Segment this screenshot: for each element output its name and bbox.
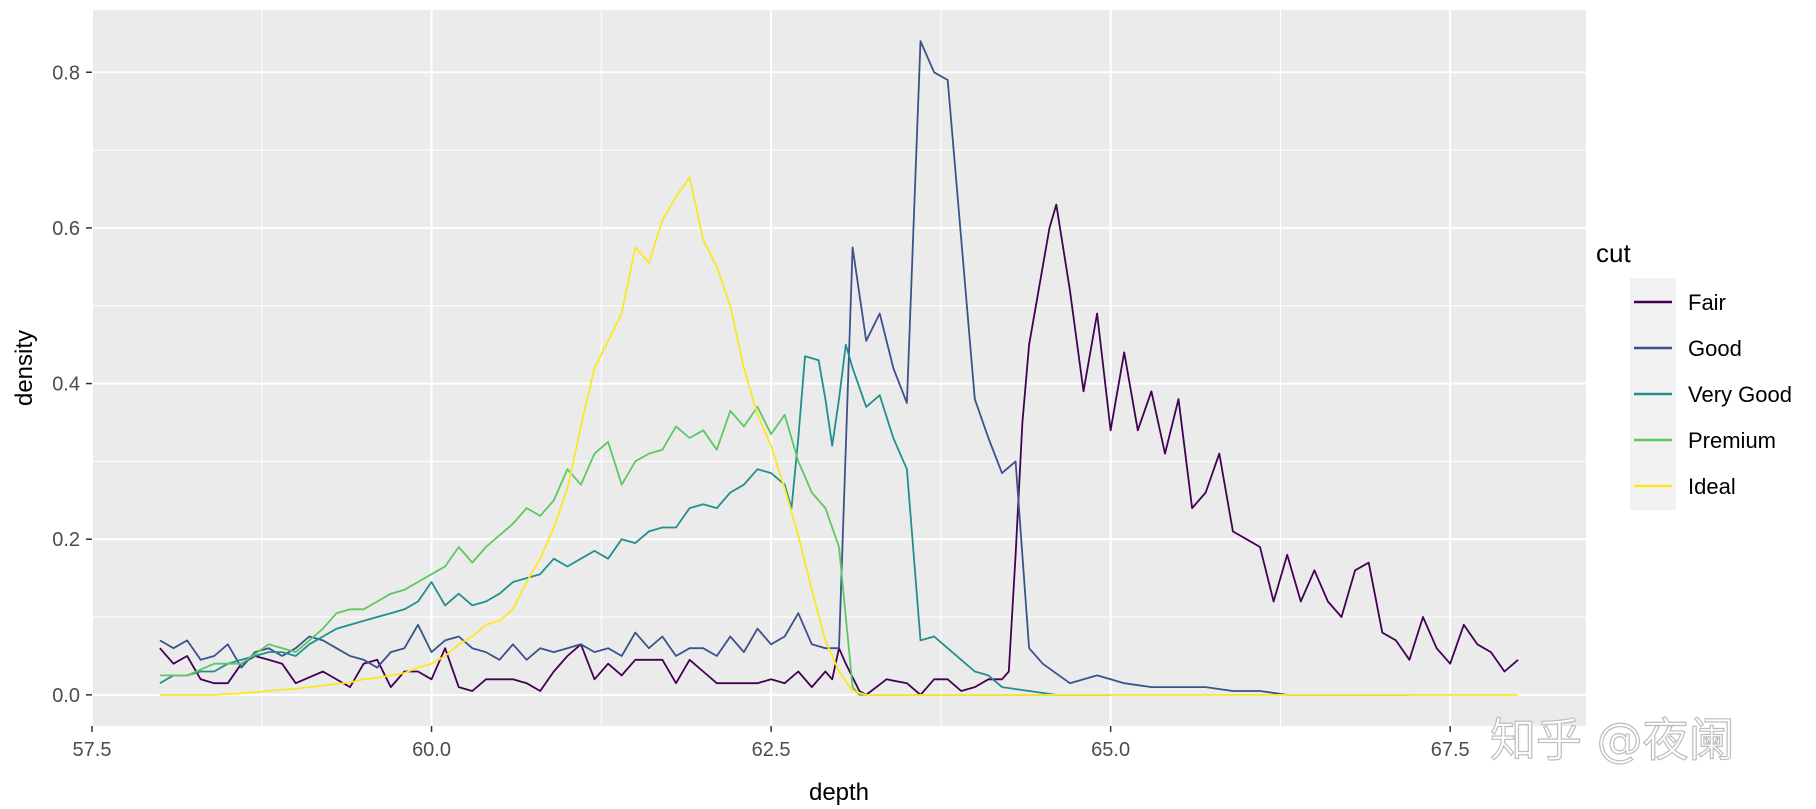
minor-gridlines bbox=[92, 10, 1586, 726]
legend-label-ideal: Ideal bbox=[1688, 474, 1736, 499]
y-axis-ticks: 0.0 0.2 0.4 0.6 0.8 bbox=[52, 62, 92, 707]
x-tick-label: 62.5 bbox=[752, 739, 791, 761]
x-axis-ticks: 57.5 60.0 62.5 65.0 67.5 bbox=[73, 726, 1470, 761]
x-tick-label: 60.0 bbox=[412, 739, 451, 761]
y-tick-label: 0.2 bbox=[52, 529, 80, 551]
legend-label-premium: Premium bbox=[1688, 428, 1776, 453]
legend-title: cut bbox=[1596, 238, 1631, 268]
legend-items: Fair Good Very Good Premium Ideal bbox=[1634, 290, 1792, 499]
y-tick-label: 0.6 bbox=[52, 218, 80, 240]
plot-panel bbox=[92, 10, 1586, 726]
series-line-premium bbox=[159, 406, 1111, 696]
series-line-fair bbox=[159, 203, 1519, 696]
legend-label-very-good: Very Good bbox=[1688, 382, 1792, 407]
series-line-ideal bbox=[159, 176, 1519, 696]
y-tick-label: 0.4 bbox=[52, 374, 80, 396]
watermark: 知乎 @夜阑 bbox=[1490, 713, 1735, 767]
series-line-good bbox=[159, 40, 1410, 696]
x-tick-label: 67.5 bbox=[1431, 739, 1470, 761]
series-lines bbox=[159, 40, 1519, 696]
y-tick-label: 0.0 bbox=[52, 685, 80, 707]
x-tick-label: 65.0 bbox=[1091, 739, 1130, 761]
legend-label-good: Good bbox=[1688, 336, 1742, 361]
series-line-very-good bbox=[159, 343, 1111, 696]
y-tick-label: 0.8 bbox=[52, 62, 80, 84]
x-axis-title: depth bbox=[809, 779, 869, 806]
legend-label-fair: Fair bbox=[1688, 290, 1726, 315]
x-tick-label: 57.5 bbox=[73, 739, 112, 761]
legend: cut Fair Good Very Good Premium Ideal bbox=[1596, 238, 1792, 510]
y-axis-title: density bbox=[11, 330, 38, 406]
